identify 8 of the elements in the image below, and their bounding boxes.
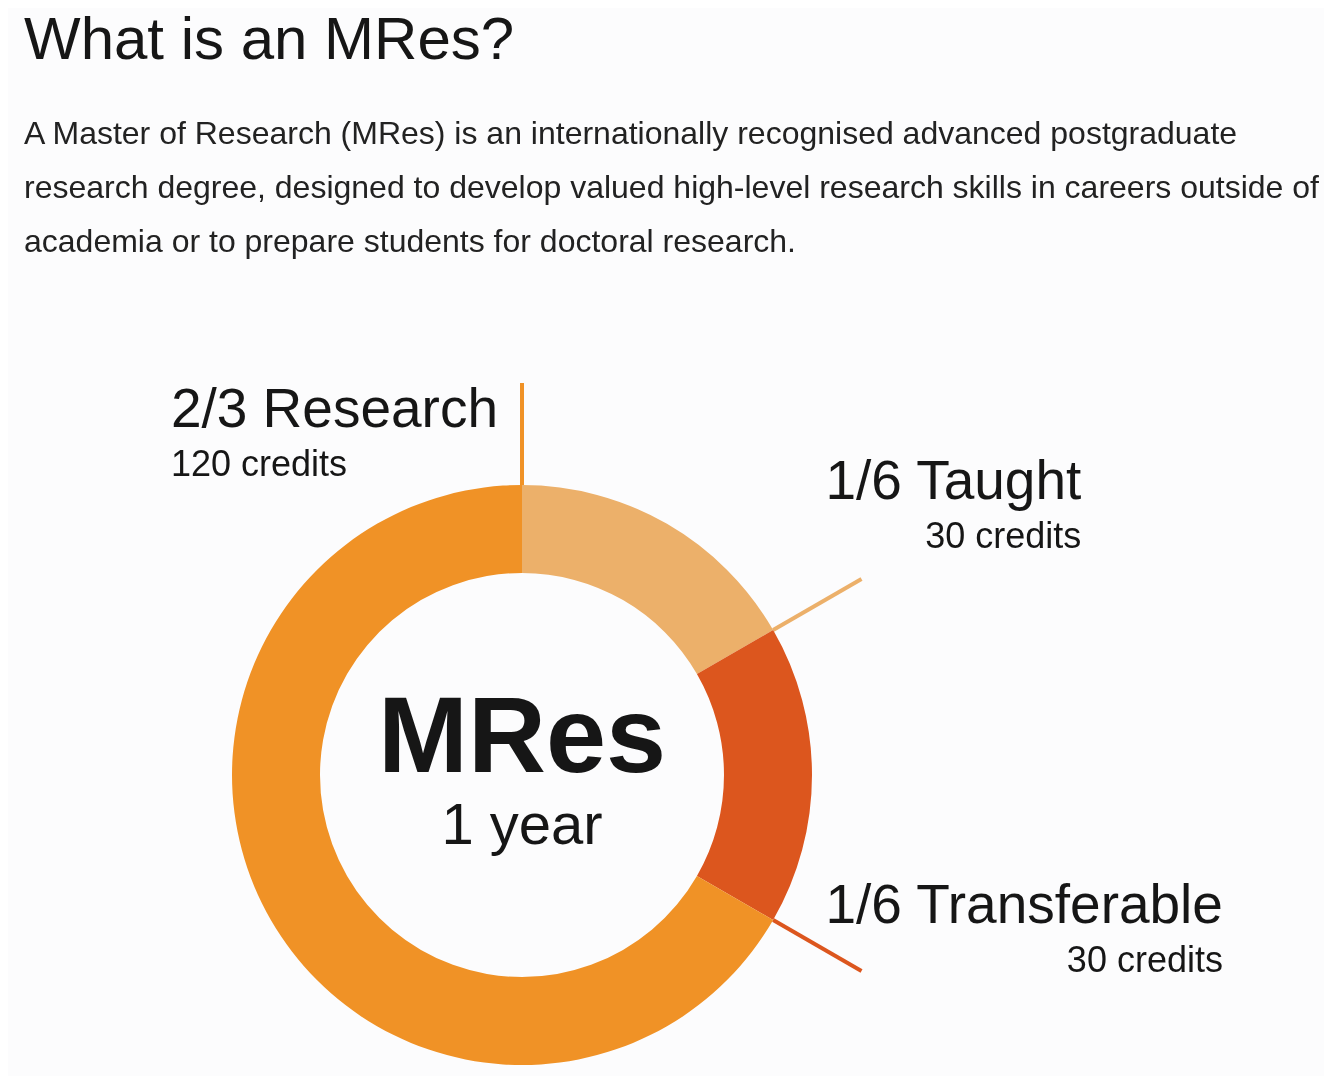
data-label: 30 credits <box>925 514 1082 556</box>
chart-title: What is an MRes? <box>24 5 515 72</box>
slice-label: 2/3 Research <box>170 377 499 439</box>
slice-label: 1/6 Transferable <box>825 873 1223 935</box>
data-label: 30 credits <box>1066 938 1223 980</box>
data-label: 120 credits <box>170 442 347 484</box>
slice-label: 1/6 Taught <box>825 449 1082 511</box>
chart-subtitle: A Master of Research (MRes) is an internationally recognised advanced postgraduate research degree, designed to develop valued high-level research skills in careers outside of academia or to prepare students for doctoral research. <box>24 114 1320 261</box>
